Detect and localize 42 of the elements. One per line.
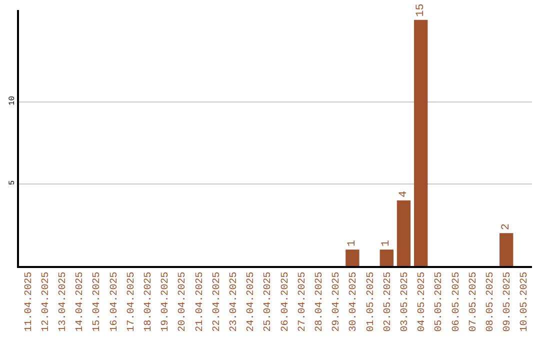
bar	[500, 233, 514, 266]
x-tick-label: 25.04.2025	[263, 272, 274, 332]
x-tick-label: 20.04.2025	[178, 272, 189, 332]
x-tick-label: 02.05.2025	[382, 272, 394, 332]
x-tick-label: 16.04.2025	[109, 272, 120, 332]
x-tick-label: 22.04.2025	[212, 272, 223, 332]
data-label: 1	[346, 240, 358, 247]
bar	[346, 250, 360, 266]
x-tick-label: 13.04.2025	[58, 272, 69, 332]
x-tick-label: 24.04.2025	[246, 272, 258, 332]
x-tick-label: 10.05.2025	[520, 272, 531, 332]
x-tick-label: 07.05.2025	[468, 272, 480, 332]
x-tick-label: 30.04.2025	[348, 272, 360, 332]
x-tick-label: 21.04.2025	[194, 272, 206, 332]
x-tick-label: 15.04.2025	[92, 272, 104, 332]
x-tick-label: 18.04.2025	[144, 272, 154, 332]
data-label: 15	[414, 4, 427, 17]
data-label: 4	[398, 190, 410, 198]
data-label: 2	[500, 224, 512, 230]
bar	[380, 250, 394, 266]
x-tick-label: 29.04.2025	[332, 272, 343, 332]
y-tick-label: 10	[8, 96, 18, 106]
y-tick-label: 5	[8, 180, 18, 186]
x-tick-label: 11.04.2025	[24, 272, 35, 332]
x-tick-label: 14.04.2025	[75, 272, 86, 332]
x-tick-label: 01.05.2025	[366, 272, 377, 332]
x-tick-label: 23.04.2025	[229, 272, 240, 332]
x-tick-label: 12.04.2025	[40, 272, 52, 332]
x-tick-label: 27.04.2025	[297, 272, 308, 332]
x-tick-label: 05.05.2025	[434, 272, 446, 332]
x-tick-label: 17.04.2025	[126, 272, 138, 332]
x-tick-label: 26.04.2025	[280, 272, 292, 332]
x-tick-label: 09.05.2025	[502, 272, 514, 332]
data-label: 1	[380, 240, 393, 247]
x-tick-label: 28.04.2025	[314, 272, 326, 332]
x-tick-label: 03.05.2025	[400, 272, 411, 332]
bar	[396, 200, 411, 266]
x-tick-label: 19.04.2025	[160, 272, 172, 332]
x-tick-label: 06.05.2025	[451, 272, 462, 332]
x-tick-label: 04.05.2025	[417, 272, 428, 332]
bar	[414, 20, 428, 266]
x-tick-label: 08.05.2025	[486, 272, 496, 332]
